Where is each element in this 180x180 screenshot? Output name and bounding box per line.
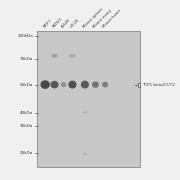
- Ellipse shape: [69, 54, 76, 58]
- Ellipse shape: [81, 81, 89, 89]
- Text: Mouse heart: Mouse heart: [102, 9, 122, 29]
- Bar: [37, 31, 140, 167]
- Ellipse shape: [61, 82, 66, 87]
- Text: 40kDa: 40kDa: [20, 111, 33, 115]
- Ellipse shape: [92, 81, 99, 88]
- Ellipse shape: [82, 153, 87, 155]
- Ellipse shape: [82, 111, 87, 114]
- Text: 25kDa: 25kDa: [20, 151, 33, 155]
- Text: A-549: A-549: [61, 18, 71, 29]
- Ellipse shape: [68, 81, 76, 89]
- Ellipse shape: [50, 81, 59, 88]
- Ellipse shape: [51, 54, 58, 58]
- FancyBboxPatch shape: [138, 83, 140, 87]
- Text: MCF7: MCF7: [42, 18, 53, 29]
- Text: 70kDa: 70kDa: [20, 57, 33, 61]
- Text: 100kDa: 100kDa: [17, 34, 33, 38]
- Text: TCP1 beta/CCT2: TCP1 beta/CCT2: [142, 83, 175, 87]
- Text: Mouse ovary: Mouse ovary: [93, 8, 113, 29]
- Text: Mouse spleen: Mouse spleen: [82, 7, 104, 29]
- Text: 35kDa: 35kDa: [20, 124, 33, 128]
- Text: 55kDa: 55kDa: [20, 83, 33, 87]
- Ellipse shape: [102, 82, 108, 87]
- Text: HT-29: HT-29: [70, 18, 80, 29]
- Ellipse shape: [40, 80, 50, 89]
- Text: SKOV3: SKOV3: [52, 17, 64, 29]
